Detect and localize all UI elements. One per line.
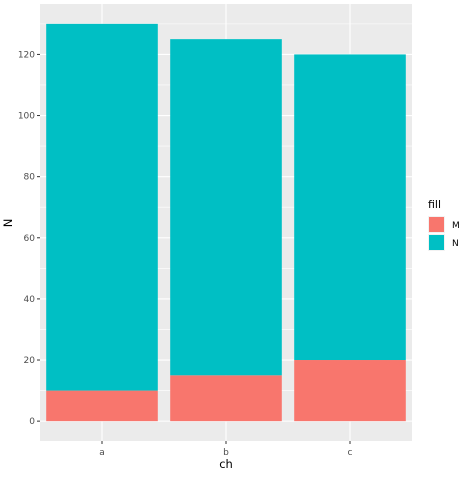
y-axis: 0 20 40 60 80 100 120 (18, 50, 40, 427)
y-tick-label: 120 (18, 50, 35, 60)
bar-N-c (294, 54, 406, 361)
x-axis: a b c (99, 441, 353, 458)
bar-M-b (170, 375, 282, 422)
x-tick-label: a (99, 448, 105, 458)
legend-label-M: M (452, 221, 460, 231)
y-tick-label: 20 (24, 356, 36, 366)
legend-title: fill (428, 198, 441, 211)
bar-M-a (46, 390, 158, 422)
y-tick-label: 60 (24, 234, 36, 244)
bar-M-c (294, 360, 406, 422)
y-tick-label: 80 (24, 173, 36, 183)
x-axis-title: ch (219, 457, 233, 471)
bar-N-b (170, 39, 282, 376)
x-tick-label: c (348, 448, 353, 458)
bar-N-a (46, 23, 158, 391)
legend-label-N: N (452, 239, 459, 249)
bars-layer (46, 23, 406, 422)
x-tick-label: b (223, 448, 229, 458)
y-tick-label: 40 (24, 295, 36, 305)
y-tick-label: 0 (29, 417, 35, 427)
legend: fill MN (428, 198, 460, 251)
y-axis-title: N (1, 219, 15, 228)
y-tick-label: 100 (18, 112, 35, 122)
legend-swatch-M (429, 217, 444, 232)
legend-swatch-N (429, 235, 444, 250)
